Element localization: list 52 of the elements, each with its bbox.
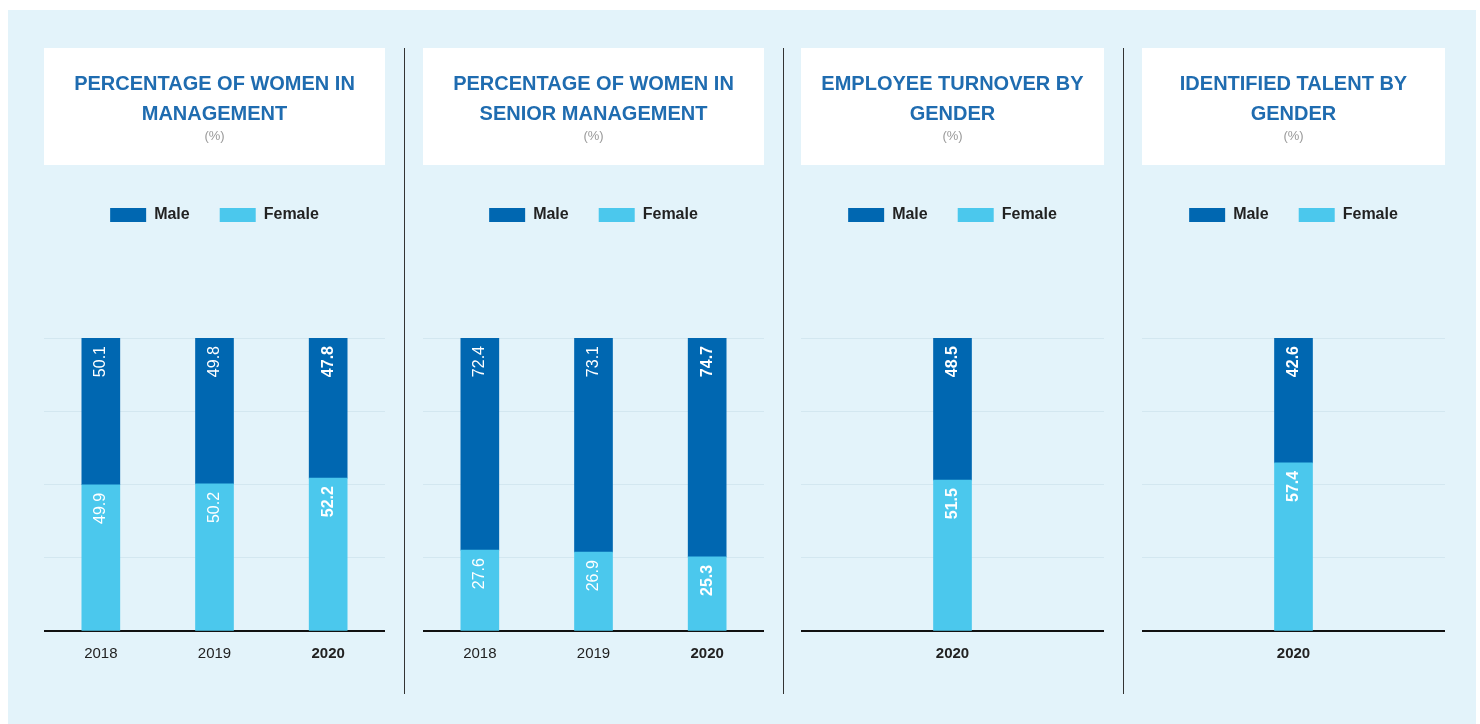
x-tick-label: 2018 bbox=[463, 644, 497, 662]
data-label: 26.9 bbox=[583, 560, 601, 592]
x-tick-label: 2019 bbox=[197, 644, 232, 662]
legend-label: Female bbox=[1342, 205, 1398, 223]
bar bbox=[308, 477, 348, 631]
bar bbox=[687, 338, 727, 558]
legend-label: Male bbox=[1233, 205, 1269, 223]
data-label: 73.1 bbox=[583, 345, 601, 378]
chart-title: PERCENTAGE OF WOMEN IN MANAGEMENT bbox=[73, 71, 356, 126]
data-label: 50.2 bbox=[204, 491, 222, 524]
legend-label: Male bbox=[533, 205, 569, 223]
data-label: 25.3 bbox=[697, 564, 715, 597]
bar bbox=[574, 551, 613, 631]
data-label: 47.8 bbox=[318, 345, 336, 378]
data-label: 42.6 bbox=[1283, 345, 1301, 378]
data-label: 49.8 bbox=[204, 345, 222, 378]
chart-subtitle: (%) bbox=[1282, 128, 1305, 143]
chart-subtitle: (%) bbox=[941, 128, 964, 143]
legend-label: Female bbox=[1001, 205, 1057, 223]
bar bbox=[81, 484, 121, 631]
x-tick-label: 2020 bbox=[1276, 644, 1311, 662]
bar bbox=[195, 483, 234, 631]
chart-title: EMPLOYEE TURNOVER BY GENDER bbox=[820, 71, 1085, 126]
bar bbox=[195, 338, 234, 485]
chart-subtitle: (%) bbox=[203, 128, 226, 143]
chart-subtitle: (%) bbox=[582, 128, 605, 143]
data-label: 52.2 bbox=[318, 485, 336, 518]
bar bbox=[460, 338, 500, 551]
bar bbox=[574, 338, 613, 553]
x-tick-label: 2020 bbox=[690, 644, 724, 662]
x-tick-label: 2018 bbox=[84, 644, 118, 662]
data-label: 50.1 bbox=[91, 345, 109, 378]
x-tick-label: 2020 bbox=[311, 644, 345, 662]
bar bbox=[81, 338, 121, 486]
legend-label: Female bbox=[263, 205, 319, 223]
bar bbox=[460, 549, 500, 631]
data-label: 51.5 bbox=[942, 488, 960, 520]
data-label: 74.7 bbox=[697, 345, 715, 378]
data-label: 72.4 bbox=[470, 345, 488, 378]
data-label: 57.4 bbox=[1283, 470, 1301, 502]
x-tick-label: 2019 bbox=[576, 644, 611, 662]
x-tick-label: 2020 bbox=[935, 644, 970, 662]
bar bbox=[308, 338, 348, 479]
data-label: 27.6 bbox=[470, 558, 488, 590]
data-label: 48.5 bbox=[942, 345, 960, 378]
bar bbox=[687, 556, 727, 631]
legend-label: Male bbox=[892, 205, 928, 223]
legend-label: Female bbox=[642, 205, 698, 223]
legend-label: Male bbox=[154, 205, 190, 223]
data-label: 49.9 bbox=[91, 492, 109, 524]
chart-title: PERCENTAGE OF WOMEN IN SENIOR MANAGEMENT bbox=[452, 71, 735, 126]
chart-title: IDENTIFIED TALENT BY GENDER bbox=[1178, 71, 1409, 126]
